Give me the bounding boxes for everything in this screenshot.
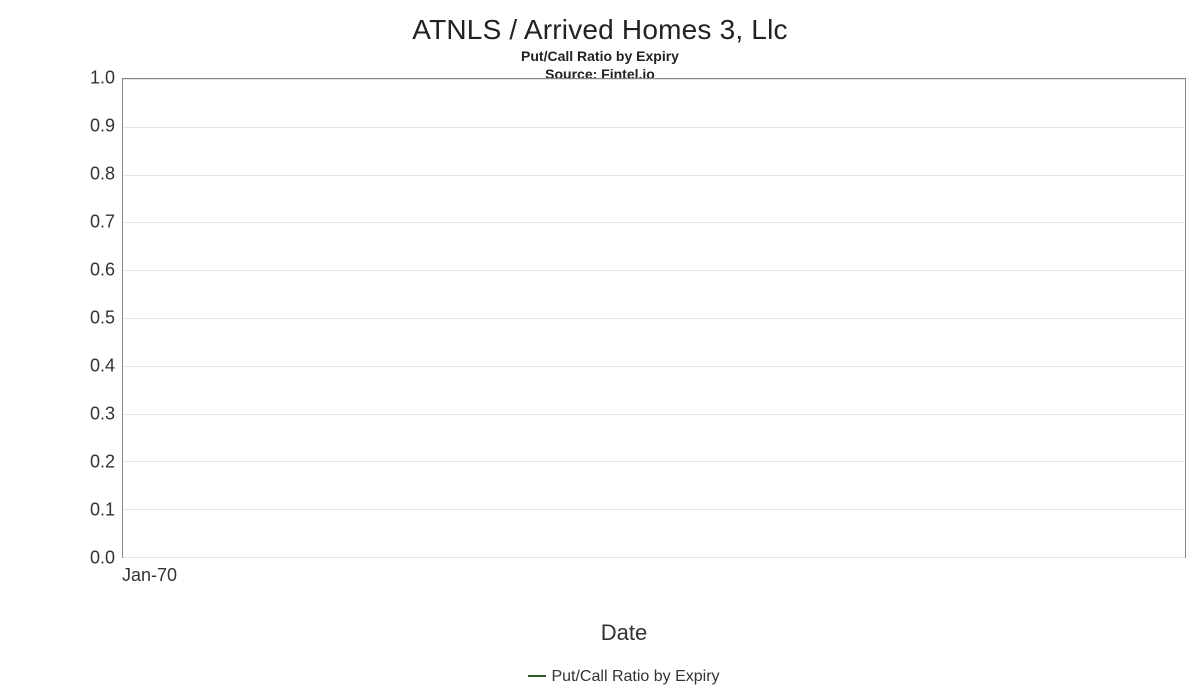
x-axis-label: Date <box>60 620 1188 646</box>
gridline <box>123 79 1185 80</box>
gridline <box>123 557 1185 558</box>
gridline <box>123 127 1185 128</box>
y-tick-0.4: 0.4 <box>60 356 115 377</box>
y-tick-0.1: 0.1 <box>60 500 115 521</box>
y-tick-1.0: 1.0 <box>60 68 115 89</box>
chart-container: ATNLS / Arrived Homes 3, Llc Put/Call Ra… <box>0 0 1200 675</box>
y-tick-0.6: 0.6 <box>60 260 115 281</box>
y-tick-0.3: 0.3 <box>60 404 115 425</box>
gridline <box>123 509 1185 510</box>
chart-legend: Put/Call Ratio by Expiry <box>60 668 1188 686</box>
gridline <box>123 318 1185 319</box>
legend-label-putcall: Put/Call Ratio by Expiry <box>551 668 719 685</box>
gridline <box>123 366 1185 367</box>
gridline <box>123 222 1185 223</box>
y-tick-0.9: 0.9 <box>60 116 115 137</box>
gridline <box>123 461 1185 462</box>
gridline <box>123 414 1185 415</box>
legend-swatch-putcall <box>528 675 546 677</box>
chart-subtitle: Put/Call Ratio by Expiry <box>0 48 1200 64</box>
chart-title: ATNLS / Arrived Homes 3, Llc <box>0 0 1200 46</box>
y-tick-0.0: 0.0 <box>60 548 115 569</box>
gridline <box>123 270 1185 271</box>
y-tick-0.8: 0.8 <box>60 164 115 185</box>
y-tick-0.7: 0.7 <box>60 212 115 233</box>
y-tick-0.2: 0.2 <box>60 452 115 473</box>
plot-area: Put/Call Ratio 1.0 0.9 0.8 0.7 0.6 0.5 0… <box>60 78 1188 578</box>
plot-border <box>122 78 1186 558</box>
gridline <box>123 175 1185 176</box>
y-tick-0.5: 0.5 <box>60 308 115 329</box>
x-tick-jan70: Jan-70 <box>122 565 177 586</box>
